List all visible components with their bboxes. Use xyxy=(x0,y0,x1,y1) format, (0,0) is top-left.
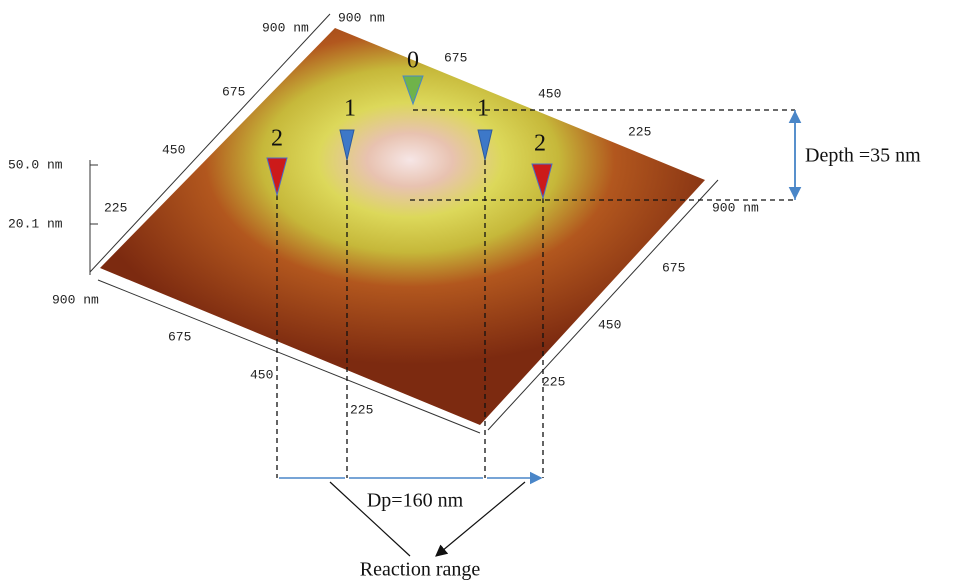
axis-label: 675 xyxy=(444,50,467,65)
marker-label: 0 xyxy=(407,48,419,74)
axis-label: 450 xyxy=(598,317,621,332)
axis-label: 900 nm xyxy=(338,10,385,25)
reaction-label: Reaction range xyxy=(360,559,481,581)
axis-label: 225 xyxy=(542,374,565,389)
axis-label: 900 nm xyxy=(712,200,759,215)
marker-label: 1 xyxy=(344,96,356,122)
marker-label: 1 xyxy=(477,96,489,122)
axis-label: 675 xyxy=(222,84,245,99)
axis-label: 450 xyxy=(538,86,561,101)
afm-surface xyxy=(100,28,705,425)
diameter-label: Dp=160 nm xyxy=(367,490,464,512)
depth-label: Depth =35 nm xyxy=(805,145,921,167)
axis-label: 900 nm xyxy=(52,292,99,307)
z-axis-label: 50.0 nm xyxy=(8,157,63,172)
axis-label: 450 xyxy=(250,367,273,382)
axis-label: 675 xyxy=(168,329,191,344)
z-axis xyxy=(90,160,98,275)
marker-label: 2 xyxy=(271,126,283,152)
marker-label: 2 xyxy=(534,131,546,157)
axis-label: 225 xyxy=(628,124,651,139)
axis-label: 675 xyxy=(662,260,685,275)
axis-label: 225 xyxy=(350,402,373,417)
axis-label: 450 xyxy=(162,142,185,157)
z-axis-label: 20.1 nm xyxy=(8,216,63,231)
axis-label: 900 nm xyxy=(262,20,309,35)
axis-label: 225 xyxy=(104,200,127,215)
figure: Depth =35 nm Dp=160 nm Reaction range 90… xyxy=(0,0,973,584)
